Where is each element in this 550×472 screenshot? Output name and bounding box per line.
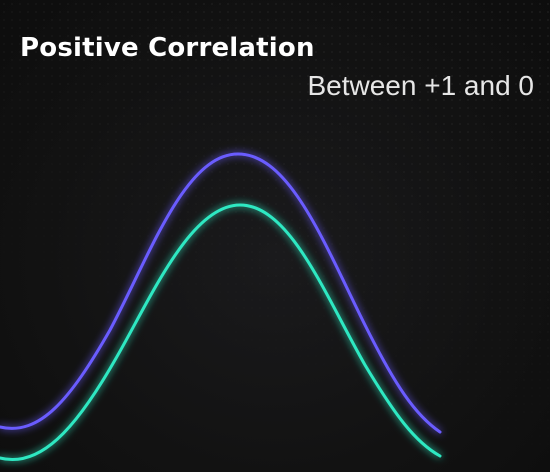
upper-curve <box>0 152 442 434</box>
diagram-subtitle: Between +1 and 0 <box>307 70 534 101</box>
lower-curve <box>0 203 442 461</box>
diagram-title: Positive Correlation <box>20 33 315 63</box>
